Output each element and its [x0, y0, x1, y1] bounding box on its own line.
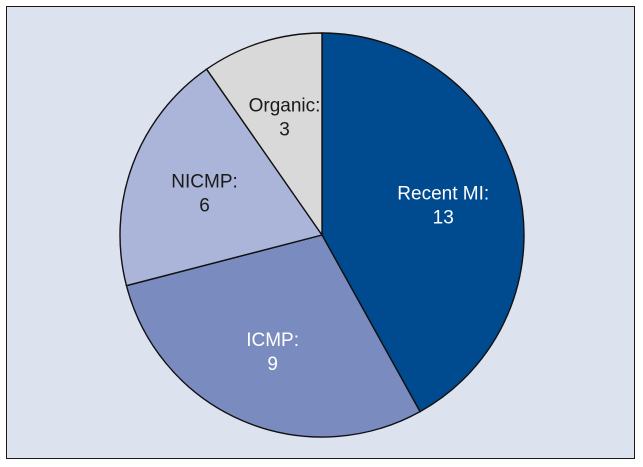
pie-slice-nicmp [119, 68, 324, 287]
slice-label-icmp: ICMP: [246, 330, 299, 351]
pie-slice-icmp [125, 234, 421, 438]
pie-slice-recent-mi [321, 32, 525, 413]
slice-value-icmp: 9 [267, 354, 278, 375]
slice-label-organic: Organic: [249, 96, 321, 117]
pie-chart: Recent MI: 13 ICMP: 9 NICMP: 6 Organic: 3 [119, 32, 525, 438]
slice-value-organic: 3 [279, 120, 290, 141]
slice-label-nicmp: NICMP: [171, 172, 238, 193]
pie-slice-organic [205, 32, 323, 238]
slice-label-recent-mi: Recent MI: [397, 184, 489, 205]
chart-frame: Recent MI: 13 ICMP: 9 NICMP: 6 Organic: 3 [6, 6, 635, 459]
slice-value-recent-mi: 13 [433, 208, 454, 229]
slice-value-nicmp: 6 [199, 196, 210, 217]
